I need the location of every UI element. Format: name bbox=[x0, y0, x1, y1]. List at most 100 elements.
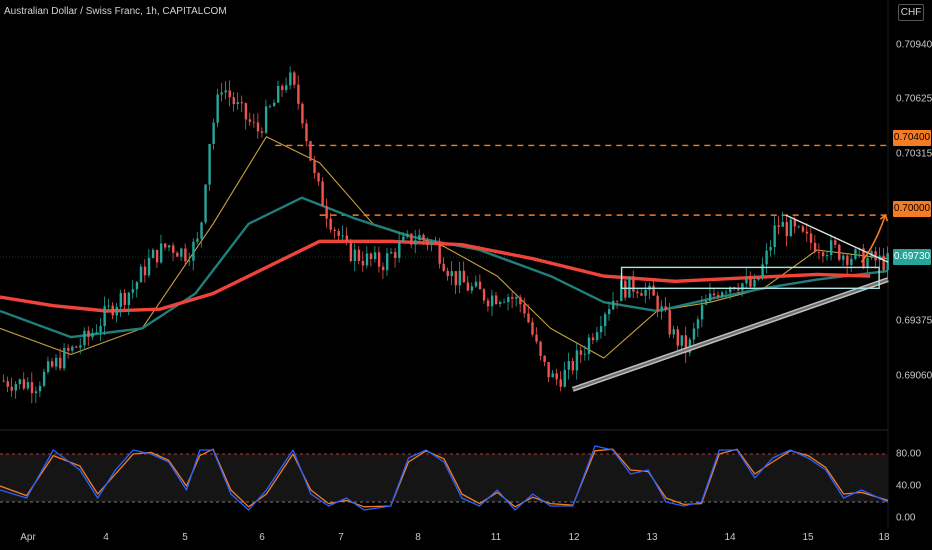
candle-body bbox=[725, 292, 728, 294]
candle-body bbox=[95, 332, 98, 333]
candle-body bbox=[30, 382, 34, 394]
candle-body bbox=[139, 266, 143, 283]
stochastic-panel bbox=[0, 445, 889, 511]
candle-body bbox=[462, 270, 466, 283]
candle-body bbox=[147, 258, 151, 276]
candle-body bbox=[353, 249, 357, 262]
candle-body bbox=[571, 360, 575, 371]
candle-body bbox=[612, 300, 615, 310]
candle-body bbox=[333, 229, 336, 232]
candle-body bbox=[337, 231, 340, 236]
price-tag: 0.70000 bbox=[893, 201, 931, 217]
candle-body bbox=[805, 231, 809, 234]
candle-body bbox=[26, 382, 30, 389]
candle-body bbox=[644, 289, 647, 296]
time-tick: 12 bbox=[568, 532, 580, 543]
candle-body bbox=[737, 289, 740, 291]
time-tick: 14 bbox=[724, 532, 736, 543]
symbol-title[interactable]: Australian Dollar / Swiss Franc, 1h, CAP… bbox=[4, 6, 227, 17]
upper-trendline bbox=[785, 214, 889, 263]
candle-body bbox=[329, 218, 332, 230]
time-tick: 8 bbox=[415, 532, 421, 543]
candle-body bbox=[309, 141, 312, 161]
candle-body bbox=[422, 234, 425, 240]
candle-body bbox=[111, 305, 114, 316]
drawings[interactable] bbox=[571, 213, 889, 392]
price-tag: 0.70400 bbox=[893, 130, 931, 146]
candle-body bbox=[127, 292, 131, 305]
candle-body bbox=[301, 103, 304, 124]
candle-body bbox=[430, 241, 433, 246]
candle-body bbox=[406, 233, 409, 237]
candle-body bbox=[83, 330, 86, 346]
candle-body bbox=[325, 206, 328, 219]
candle-body bbox=[777, 225, 780, 227]
candle-body bbox=[511, 297, 514, 299]
candle-body bbox=[515, 297, 518, 299]
candle-body bbox=[716, 295, 720, 297]
candle-body bbox=[708, 293, 712, 301]
candle-body bbox=[474, 281, 478, 287]
candle-body bbox=[208, 143, 211, 185]
candle-body bbox=[240, 102, 244, 104]
candle-body bbox=[676, 329, 680, 346]
candle-body bbox=[846, 255, 849, 266]
candle-body bbox=[236, 102, 240, 105]
candle-body bbox=[749, 278, 752, 287]
candle-body bbox=[79, 345, 82, 348]
candle-body bbox=[789, 219, 793, 237]
time-tick: 7 bbox=[338, 532, 344, 543]
candle-body bbox=[595, 332, 599, 341]
candle-body bbox=[394, 252, 397, 258]
candle-body bbox=[34, 391, 38, 394]
candle-body bbox=[628, 276, 631, 298]
candle-body bbox=[813, 242, 817, 252]
candle-body bbox=[575, 350, 579, 371]
candle-body bbox=[721, 292, 724, 297]
stoch-d-line bbox=[0, 448, 889, 508]
candle-body bbox=[212, 122, 215, 144]
candle-body bbox=[729, 287, 732, 293]
candle-body bbox=[781, 221, 784, 227]
candle-body bbox=[882, 255, 885, 271]
candle-body bbox=[503, 301, 506, 303]
candle-body bbox=[470, 286, 474, 291]
candle-body bbox=[123, 292, 127, 305]
oscillator-tick: 40.00 bbox=[896, 480, 922, 492]
candle-body bbox=[664, 306, 667, 310]
candle-body bbox=[103, 306, 106, 327]
candle-body bbox=[559, 379, 562, 387]
candle-body bbox=[71, 346, 74, 351]
rising-trendline-core bbox=[572, 278, 889, 391]
candle-body bbox=[256, 122, 260, 132]
candle-body bbox=[434, 241, 437, 243]
candle-body bbox=[143, 266, 147, 276]
candle-body bbox=[446, 270, 449, 277]
candle-body bbox=[341, 235, 344, 237]
candle-body bbox=[539, 341, 542, 356]
candle-body bbox=[700, 304, 704, 320]
candle-body bbox=[204, 184, 207, 223]
candle-body bbox=[50, 361, 54, 367]
candle-body bbox=[599, 326, 603, 333]
candle-body bbox=[821, 252, 825, 257]
price-tick: 0.70315 bbox=[896, 148, 932, 160]
candle-body bbox=[172, 245, 175, 253]
candle-body bbox=[660, 306, 663, 312]
candle-body bbox=[773, 225, 776, 248]
candle-body bbox=[499, 302, 502, 305]
candle-body bbox=[490, 295, 494, 307]
candle-body bbox=[587, 337, 591, 354]
candle-body bbox=[63, 348, 66, 369]
candle-body bbox=[220, 92, 223, 95]
candle-body bbox=[753, 279, 756, 287]
candle-body bbox=[252, 121, 256, 123]
horizontal-levels[interactable] bbox=[275, 144, 888, 216]
candle-body bbox=[801, 226, 805, 232]
candle-body bbox=[567, 360, 571, 370]
candle-body bbox=[438, 242, 441, 264]
currency-button[interactable]: CHF bbox=[898, 4, 924, 21]
candle-body bbox=[797, 226, 801, 228]
price-tick: 0.69060 bbox=[896, 370, 932, 382]
